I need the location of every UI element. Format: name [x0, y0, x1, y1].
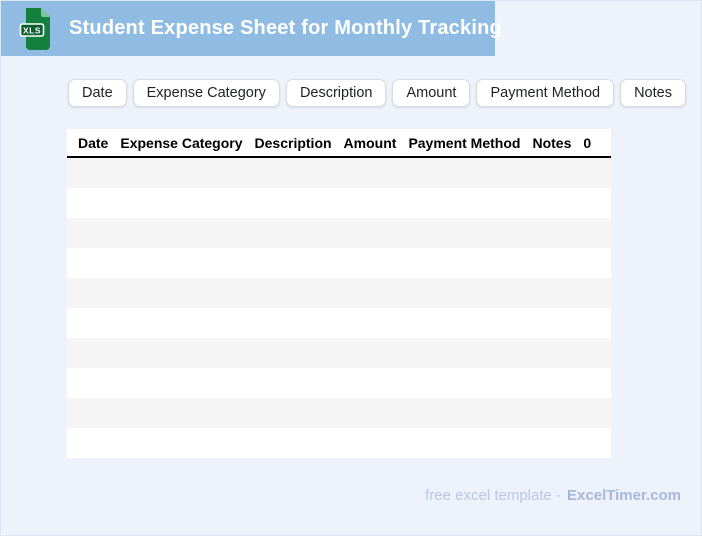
table-row — [67, 278, 611, 308]
file-type-badge — [19, 22, 45, 37]
file-fold-corner — [41, 7, 50, 17]
table-row — [67, 248, 611, 278]
footer-text: free excel template - — [425, 487, 562, 504]
column-header-description: Description — [254, 134, 332, 151]
table-row — [67, 188, 611, 218]
file-type-label: XLS — [23, 25, 41, 35]
table-row — [67, 368, 611, 398]
footer-brand-link[interactable]: ExcelTimer.com — [567, 487, 681, 504]
table-row — [67, 308, 611, 338]
field-chip-amount[interactable]: Amount — [392, 79, 471, 107]
title-banner: XLS Student Expense Sheet for Monthly Tr… — [1, 1, 502, 56]
expense-sheet-table: Date Expense Category Description Amount Pay… — [67, 129, 611, 458]
xls-file-icon: XLS — [19, 7, 50, 50]
table-row — [67, 398, 611, 428]
column-header-date: Date — [78, 134, 109, 151]
field-chip-expense-category[interactable]: Expense Category — [132, 79, 280, 107]
page-title: Student Expense Sheet for Monthly Tracki… — [69, 17, 502, 39]
table-row — [67, 338, 611, 368]
field-chips: Date Expense Category Description Amount Pay… — [68, 79, 686, 107]
table-row — [67, 158, 611, 188]
footer: free excel template - ExcelTimer.com — [425, 487, 681, 504]
column-header-payment-method: Payment Method — [408, 134, 521, 151]
table-row — [67, 428, 611, 458]
table-row — [67, 218, 611, 248]
table-header-row: Date Expense Category Description Amount Pay… — [67, 129, 611, 158]
field-chip-notes[interactable]: Notes — [620, 79, 686, 107]
column-header-0: 0 — [583, 134, 592, 151]
column-header-notes: Notes — [532, 134, 572, 151]
column-header-expense-category: Expense Category — [120, 134, 243, 151]
column-header-amount: Amount — [343, 134, 397, 151]
field-chip-description[interactable]: Description — [285, 79, 387, 107]
field-chip-payment-method[interactable]: Payment Method — [476, 79, 615, 107]
table-body — [67, 158, 611, 458]
field-chip-date[interactable]: Date — [68, 79, 127, 107]
